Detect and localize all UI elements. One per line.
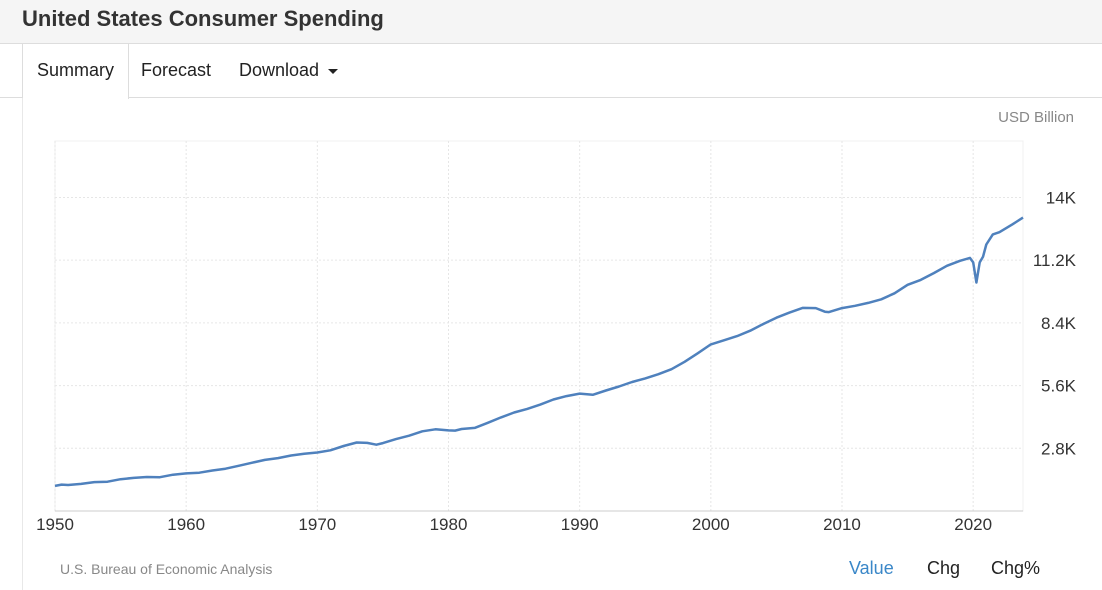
tab-bar: Summary Forecast Download <box>0 44 1102 99</box>
unit-label: USD Billion <box>998 109 1074 126</box>
line-chart: 1950 1960 1970 1980 1990 2000 2010 2020 2.8K 5.6K… <box>36 109 1077 534</box>
tab-forecast[interactable]: Forecast <box>141 60 212 80</box>
y-tick-label: 2.8K <box>1041 439 1077 458</box>
x-tick-label: 1950 <box>36 515 74 534</box>
tab-download-label: Download <box>239 60 320 80</box>
view-value-button[interactable]: Value <box>849 558 894 578</box>
title-bar: United States Consumer Spending <box>0 0 1102 44</box>
x-tick-label: 2000 <box>692 515 730 534</box>
y-tick-label: 8.4K <box>1041 314 1077 333</box>
view-chg-pct-button[interactable]: Chg% <box>991 558 1041 578</box>
x-tick-label: 1990 <box>561 515 599 534</box>
tab-summary[interactable]: Summary <box>22 44 129 99</box>
series-line <box>54 216 1024 488</box>
page-title: United States Consumer Spending <box>22 6 384 31</box>
source-label: U.S. Bureau of Economic Analysis <box>60 561 273 577</box>
x-tick-label: 2010 <box>823 515 861 534</box>
x-tick-label: 1970 <box>298 515 336 534</box>
y-tick-label: 5.6K <box>1041 377 1077 396</box>
caret-down-icon <box>328 68 339 74</box>
chart-panel: 1950 1960 1970 1980 1990 2000 2010 2020 2.8K 5.6K… <box>22 98 1102 590</box>
y-tick-label: 11.2K <box>1033 251 1077 270</box>
view-chg-button[interactable]: Chg <box>927 558 961 578</box>
tab-download[interactable]: Download <box>239 44 339 98</box>
x-tick-label: 2020 <box>954 515 992 534</box>
x-tick-label: 1960 <box>167 515 205 534</box>
x-tick-label: 1980 <box>430 515 468 534</box>
plot-area <box>54 140 1024 512</box>
y-tick-label: 14K <box>1046 188 1077 207</box>
